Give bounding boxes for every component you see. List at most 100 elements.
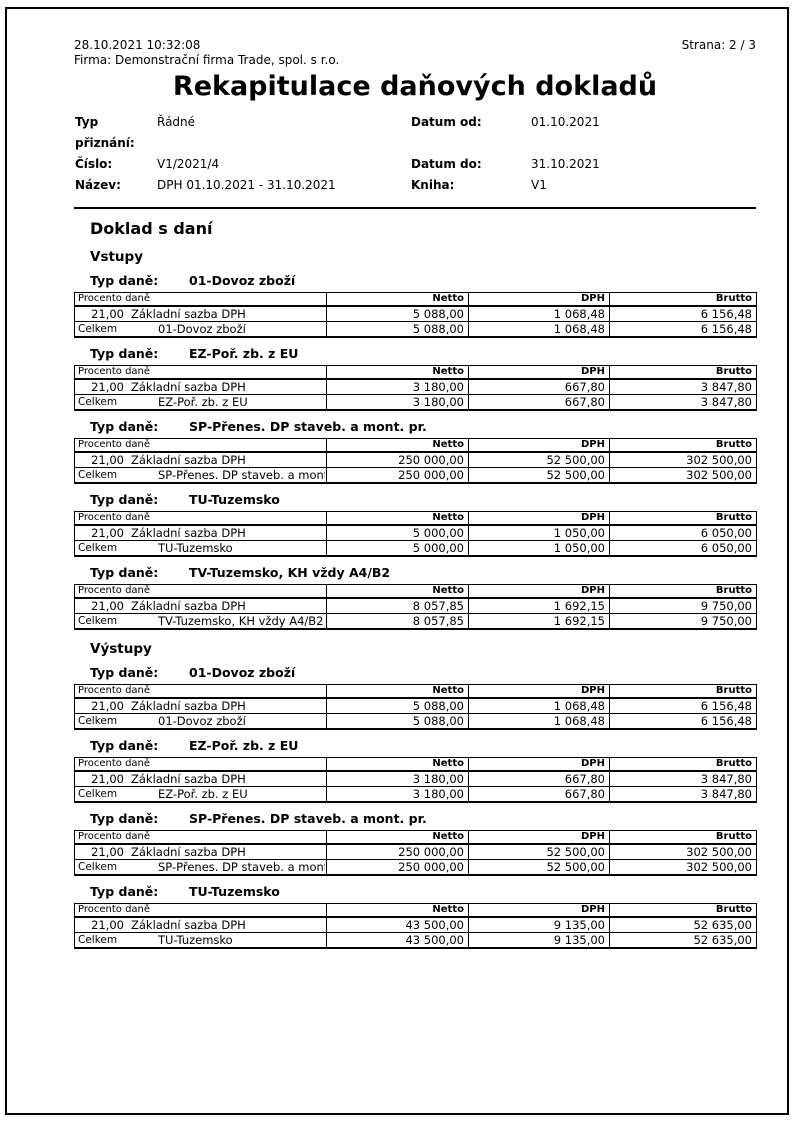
tax-percent: 21,00 [91, 307, 124, 321]
tax-type-section: Typ daně: EZ-Poř. zb. z EU Procento daně … [74, 738, 757, 803]
column-header-brutto: Brutto [609, 584, 757, 599]
column-header-netto: Netto [326, 584, 469, 599]
column-header-procento-dane: Procento daně [74, 830, 327, 845]
field-label-datum-od: Datum od: [411, 115, 482, 129]
total-dph-value: 52 500,00 [468, 859, 610, 876]
total-netto-value: 43 500,00 [326, 932, 469, 949]
total-label: Celkem [78, 542, 118, 554]
column-header-dph: DPH [468, 438, 610, 453]
tax-type-value: TV-Tuzemsko, KH vždy A4/B2 [189, 565, 391, 580]
column-header-brutto: Brutto [609, 438, 757, 453]
tax-percent: 21,00 [91, 380, 124, 394]
total-netto-value: 3 180,00 [326, 394, 469, 411]
total-dph-value: 1 068,48 [468, 321, 610, 338]
tax-table: Procento daně Netto DPH Brutto 21,00 Zákl… [74, 365, 757, 411]
total-label: Celkem [78, 788, 118, 800]
tax-type-value: SP-Přenes. DP staveb. a mont. pr. [189, 811, 427, 826]
tax-rate-row: 21,00 Základní sazba DPH 3 180,00 667,80 … [74, 770, 757, 787]
tax-type-section: Typ daně: TU-Tuzemsko Procento daně Netto… [74, 884, 757, 949]
tax-rate-name: Základní sazba DPH [131, 699, 246, 713]
group-vystupy: Výstupy Typ daně: 01-Dovoz zboží Procento… [74, 641, 757, 949]
netto-value: 43 500,00 [326, 916, 469, 933]
column-header-procento-dane: Procento daně [74, 365, 327, 380]
total-label: Celkem [78, 469, 118, 481]
total-row: Celkem 01-Dovoz zboží 5 088,00 1 068,48 6… [74, 321, 757, 338]
tax-type-value: TU-Tuzemsko [189, 884, 280, 899]
tax-rate-name: Základní sazba DPH [131, 380, 246, 394]
tax-type-label: Typ daně: [90, 884, 159, 899]
page-border [5, 7, 789, 1115]
tax-rate-name: Základní sazba DPH [131, 453, 246, 467]
rate-cell: 21,00 Základní sazba DPH [74, 451, 327, 468]
rate-cell: 21,00 Základní sazba DPH [74, 305, 327, 322]
tax-type-value: 01-Dovoz zboží [189, 273, 296, 288]
total-dph-value: 1 050,00 [468, 540, 610, 557]
total-label-cell: Celkem SP-Přenes. DP staveb. a mont. pr. [74, 467, 327, 484]
tax-percent: 21,00 [91, 918, 124, 932]
tax-type-row: Typ daně: 01-Dovoz zboží [90, 665, 756, 681]
tax-rate-name: Základní sazba DPH [131, 772, 246, 786]
total-dph-value: 667,80 [468, 394, 610, 411]
column-header-procento-dane: Procento daně [74, 903, 327, 918]
tax-percent: 21,00 [91, 772, 124, 786]
column-header-brutto: Brutto [609, 830, 757, 845]
total-tax-type-name: EZ-Poř. zb. z EU [158, 787, 248, 801]
tax-percent: 21,00 [91, 599, 124, 613]
field-label-typ-priznani: Typ přiznání: [75, 115, 135, 150]
tax-type-row: Typ daně: EZ-Poř. zb. z EU [90, 346, 756, 362]
total-brutto-value: 6 156,48 [609, 713, 757, 730]
total-netto-value: 5 088,00 [326, 713, 469, 730]
column-header-procento-dane: Procento daně [74, 292, 327, 307]
dph-value: 667,80 [468, 378, 610, 395]
column-header-brutto: Brutto [609, 684, 757, 699]
tax-type-section: Typ daně: SP-Přenes. DP staveb. a mont. p… [74, 811, 757, 876]
netto-value: 5 088,00 [326, 305, 469, 322]
column-header-procento-dane: Procento daně [74, 511, 327, 526]
report-meta-row: 28.10.2021 10:32:08 Strana: 2 / 3 [74, 38, 756, 53]
separator-line [74, 207, 756, 209]
tax-type-label: Typ daně: [90, 565, 159, 580]
tax-table: Procento daně Netto DPH Brutto 21,00 Zákl… [74, 757, 757, 803]
tax-type-row: Typ daně: TU-Tuzemsko [90, 492, 756, 508]
column-header-procento-dane: Procento daně [74, 438, 327, 453]
column-header-brutto: Brutto [609, 365, 757, 380]
tax-percent: 21,00 [91, 699, 124, 713]
total-label-cell: Celkem EZ-Poř. zb. z EU [74, 394, 327, 411]
total-label-cell: Celkem SP-Přenes. DP staveb. a mont. pr. [74, 859, 327, 876]
tax-type-value: EZ-Poř. zb. z EU [189, 738, 299, 753]
total-netto-value: 250 000,00 [326, 859, 469, 876]
tax-type-section: Typ daně: TU-Tuzemsko Procento daně Netto… [74, 492, 757, 557]
column-header-dph: DPH [468, 903, 610, 918]
tax-type-label: Typ daně: [90, 738, 159, 753]
brutto-value: 6 050,00 [609, 524, 757, 541]
info-row: Název: DPH 01.10.2021 - 31.10.2021 Kniha… [75, 175, 756, 196]
column-header-dph: DPH [468, 511, 610, 526]
total-label-cell: Celkem EZ-Poř. zb. z EU [74, 786, 327, 803]
tax-rate-name: Základní sazba DPH [131, 599, 246, 613]
total-brutto-value: 9 750,00 [609, 613, 757, 630]
netto-value: 5 088,00 [326, 697, 469, 714]
total-row: Celkem TU-Tuzemsko 5 000,00 1 050,00 6 05… [74, 540, 757, 557]
tax-rate-row: 21,00 Základní sazba DPH 5 088,00 1 068,4… [74, 697, 757, 714]
tax-type-row: Typ daně: TU-Tuzemsko [90, 884, 756, 900]
tax-table: Procento daně Netto DPH Brutto 21,00 Zákl… [74, 830, 757, 876]
section-title: Doklad s daní [90, 219, 213, 238]
column-header-netto: Netto [326, 438, 469, 453]
column-header-dph: DPH [468, 292, 610, 307]
tax-type-section: Typ daně: TV-Tuzemsko, KH vždy A4/B2 Proc… [74, 565, 757, 630]
column-header-procento-dane: Procento daně [74, 684, 327, 699]
tax-table-header-row: Procento daně Netto DPH Brutto [74, 292, 757, 307]
total-netto-value: 5 000,00 [326, 540, 469, 557]
brutto-value: 3 847,80 [609, 378, 757, 395]
total-netto-value: 5 088,00 [326, 321, 469, 338]
tax-rate-name: Základní sazba DPH [131, 307, 246, 321]
total-dph-value: 1 692,15 [468, 613, 610, 630]
sections-vstupy: Typ daně: 01-Dovoz zboží Procento daně Ne… [74, 273, 757, 630]
tax-rate-row: 21,00 Základní sazba DPH 5 000,00 1 050,0… [74, 524, 757, 541]
brutto-value: 6 156,48 [609, 305, 757, 322]
tax-table: Procento daně Netto DPH Brutto 21,00 Zákl… [74, 584, 757, 630]
rate-cell: 21,00 Základní sazba DPH [74, 378, 327, 395]
total-row: Celkem 01-Dovoz zboží 5 088,00 1 068,48 6… [74, 713, 757, 730]
